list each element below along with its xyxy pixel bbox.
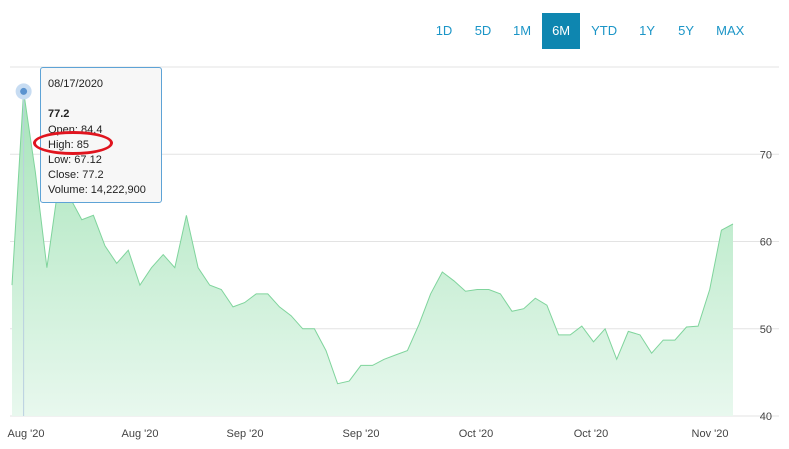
range-1m-button[interactable]: 1M [513,23,532,38]
tooltip-volume: Volume: 14,222,900 [48,184,146,196]
range-selector: 1D 5D 1M 6M YTD 1Y 5Y MAX [425,13,755,49]
range-1d-button[interactable]: 1D [435,23,453,38]
y-tick-label: 70 [760,149,772,161]
x-tick-label: Nov '20 [692,428,729,440]
range-6m-button[interactable]: 6M [542,13,581,49]
y-tick-label: 50 [760,324,772,336]
high-value-highlight-circle [33,131,113,155]
tooltip-date: 08/17/2020 [48,78,104,90]
tooltip-close: Close: 77.2 [48,169,104,181]
tooltip-price: 77.2 [48,108,70,120]
x-tick-label: Sep '20 [227,428,264,440]
x-tick-label: Sep '20 [343,428,380,440]
hover-point[interactable] [20,87,28,95]
y-tick-label: 60 [760,237,772,249]
x-tick-label: Oct '20 [574,428,609,440]
x-tick-label: Oct '20 [459,428,494,440]
y-tick-label: 40 [760,411,772,423]
price-area [12,91,733,417]
tooltip-low: Low: 67.12 [48,154,102,166]
range-5y-button[interactable]: 5Y [678,23,695,38]
range-ytd-button[interactable]: YTD [591,23,618,38]
range-1y-button[interactable]: 1Y [639,23,656,38]
range-max-button[interactable]: MAX [716,23,745,38]
x-tick-label: Aug '20 [122,428,159,440]
price-line [11,91,734,385]
x-tick-label: Aug '20 [8,428,45,440]
range-5d-button[interactable]: 5D [474,23,492,38]
